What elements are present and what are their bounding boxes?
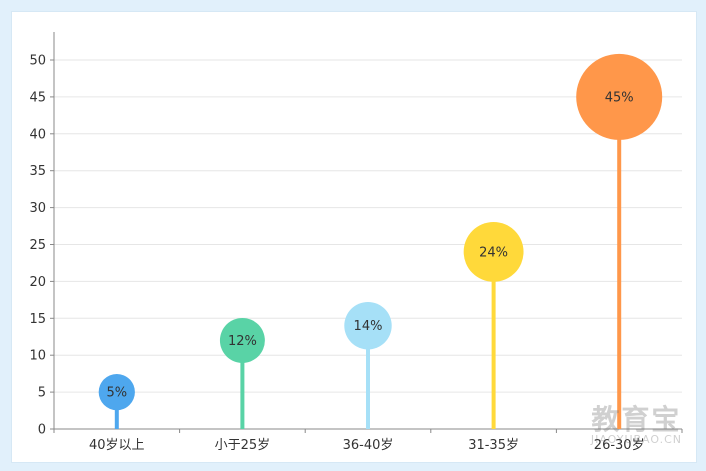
x-tick-label: 26-30岁 — [594, 438, 645, 453]
y-tick-label: 20 — [29, 275, 46, 290]
watermark: 教育宝 JIAOYUBAO.CN — [591, 405, 682, 446]
y-tick-label: 5 — [38, 386, 46, 401]
watermark-main: 教育宝 — [591, 403, 682, 437]
data-label: 24% — [479, 245, 508, 260]
watermark-sub: JIAOYUBAO.CN — [590, 433, 682, 447]
lollipop-bubble — [98, 373, 135, 411]
data-label: 14% — [354, 319, 383, 334]
x-tick-label: 36-40岁 — [343, 438, 394, 453]
lollipop-bubble — [463, 221, 524, 282]
lollipop-bubble — [344, 301, 392, 350]
y-tick-label: 30 — [29, 201, 46, 216]
y-tick-label: 0 — [38, 423, 46, 438]
data-label: 5% — [106, 386, 127, 401]
y-tick-label: 45 — [29, 90, 46, 105]
y-tick-label: 10 — [29, 349, 46, 364]
y-tick-label: 25 — [29, 238, 46, 253]
lollipop-bubble — [576, 53, 663, 140]
data-label: 45% — [605, 90, 634, 105]
chart-frame: 0 5 10 15 20 25 30 35 40 45 50 5% 40岁以上 12% 小于25岁 14% 36… — [12, 12, 696, 462]
data-label: 12% — [228, 334, 257, 349]
x-tick-label: 小于25岁 — [215, 438, 271, 453]
y-tick-label: 15 — [29, 312, 46, 327]
y-tick-label: 50 — [29, 54, 46, 69]
chart: 0 5 10 15 20 25 30 35 40 45 50 5% 40岁以上 12% 小于25岁 14% 36… — [29, 32, 683, 453]
lollipop-bubble — [219, 317, 265, 363]
x-tick-label: 40岁以上 — [89, 438, 145, 453]
x-tick-label: 31-35岁 — [468, 438, 519, 453]
y-tick-label: 35 — [29, 164, 46, 179]
y-tick-label: 40 — [29, 127, 46, 142]
